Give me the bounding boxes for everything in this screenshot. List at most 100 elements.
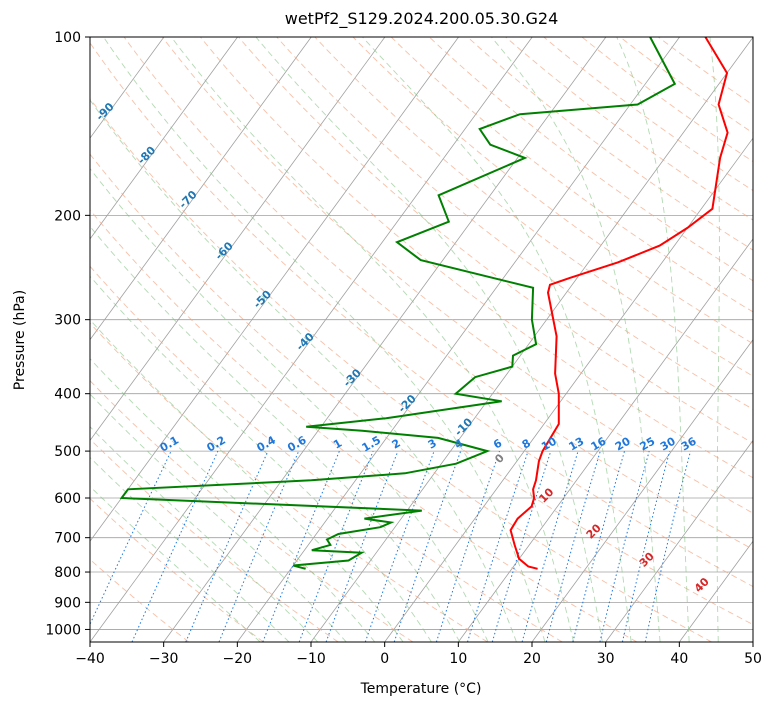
isotherm-label: 0 bbox=[492, 451, 507, 466]
axes: −40 −30 −20 −10 0 10 20 30 40 5010020030040050060… bbox=[45, 30, 762, 667]
x-tick-label: −30 bbox=[149, 651, 179, 667]
dry-adiabat-line bbox=[90, 380, 414, 642]
x-tick-label: 40 bbox=[670, 651, 688, 667]
y-tick-label: 600 bbox=[54, 491, 81, 507]
mixing-ratio-label: 30 bbox=[658, 434, 678, 453]
mixing-ratio-line bbox=[393, 450, 462, 642]
y-tick-label: 900 bbox=[54, 595, 81, 611]
isotherm-line bbox=[384, 137, 753, 642]
mixing-ratio-line bbox=[131, 450, 219, 642]
mixing-ratio-label: 13 bbox=[566, 435, 586, 454]
mixing-ratio-line bbox=[298, 450, 374, 642]
isotherm-line bbox=[605, 439, 753, 642]
dry-adiabat-line bbox=[123, 37, 753, 550]
dry-adiabat-line bbox=[161, 37, 753, 514]
x-tick-label: 50 bbox=[744, 651, 762, 667]
x-tick-label: 30 bbox=[597, 651, 615, 667]
y-tick-label: 100 bbox=[54, 30, 81, 46]
x-tick-label: −10 bbox=[296, 651, 326, 667]
dry-adiabat-line bbox=[467, 37, 753, 251]
isotherm-line bbox=[237, 37, 680, 642]
y-axis-title: Pressure (hPa) bbox=[12, 290, 28, 390]
moist-adiabat-line bbox=[90, 275, 432, 642]
moist-adiabat-line bbox=[362, 37, 632, 642]
y-tick-label: 800 bbox=[54, 565, 81, 581]
dry-adiabat-line bbox=[90, 322, 488, 642]
dry-adiabat-line bbox=[90, 558, 190, 642]
x-tick-label: 10 bbox=[449, 651, 467, 667]
isotherm-label: -20 bbox=[396, 392, 419, 415]
isotherm-label: 10 bbox=[536, 485, 556, 505]
mixing-ratio-line bbox=[599, 450, 650, 642]
moist-adiabat-line bbox=[491, 37, 661, 642]
mixing-ratio-line bbox=[325, 450, 399, 642]
moist-adiabat-line bbox=[709, 37, 720, 642]
moist-adiabat-line bbox=[170, 37, 575, 642]
mixing-ratio-line bbox=[467, 450, 529, 642]
isotherm-label: -50 bbox=[251, 288, 274, 311]
isotherm-line bbox=[752, 641, 753, 642]
moist-adiabat-line bbox=[90, 393, 347, 642]
dewpoint-profile-line bbox=[119, 37, 677, 570]
moist-adiabat-line bbox=[255, 37, 603, 642]
moist-adiabat-line bbox=[616, 37, 690, 642]
y-tick-label: 200 bbox=[54, 208, 81, 224]
mixing-ratio-label: 8 bbox=[520, 437, 533, 452]
y-tick-label: 700 bbox=[54, 531, 81, 547]
data-series bbox=[119, 37, 729, 570]
x-tick-label: 0 bbox=[380, 651, 389, 667]
isotherm-line bbox=[163, 37, 607, 642]
dry-adiabat-line bbox=[90, 265, 563, 642]
mixing-ratio-line bbox=[644, 450, 691, 642]
background-grid bbox=[90, 37, 753, 642]
mixing-ratio-line bbox=[364, 450, 435, 642]
mixing-ratio-line bbox=[491, 450, 552, 642]
isotherm-label: -40 bbox=[294, 330, 317, 353]
moist-adiabat-line bbox=[90, 225, 461, 642]
mixing-ratio-line bbox=[545, 450, 601, 642]
isotherm-label: -70 bbox=[176, 188, 199, 211]
x-axis-title: Temperature (°C) bbox=[360, 681, 482, 697]
dry-adiabat-line bbox=[90, 497, 264, 642]
isotherm-label: -10 bbox=[452, 415, 475, 438]
y-tick-label: 500 bbox=[54, 444, 81, 460]
moist-adiabat-line bbox=[90, 319, 404, 642]
dry-adiabat-line bbox=[90, 42, 753, 588]
mixing-ratio-label: 20 bbox=[613, 434, 633, 453]
mixing-ratio-label: 2 bbox=[390, 437, 403, 452]
x-tick-label: −40 bbox=[75, 651, 105, 667]
mixing-ratio-label: 25 bbox=[638, 435, 658, 454]
dry-adiabat-line bbox=[505, 37, 753, 221]
moist-adiabat-line bbox=[90, 456, 290, 642]
chart-title: wetPf2_S129.2024.200.05.30.G24 bbox=[284, 9, 559, 28]
y-tick-label: 1000 bbox=[45, 622, 81, 638]
moist-adiabat-line bbox=[90, 426, 319, 642]
y-tick-label: 300 bbox=[54, 313, 81, 329]
isotherm-line bbox=[90, 37, 459, 542]
isotherm-label: -30 bbox=[341, 366, 364, 389]
mixing-ratio-label: 16 bbox=[589, 434, 609, 453]
x-tick-label: −20 bbox=[223, 651, 253, 667]
plot-frame bbox=[89, 36, 754, 643]
moist-adiabat-line bbox=[90, 167, 489, 642]
dry-adiabat-line bbox=[90, 209, 638, 642]
dry-adiabat-line bbox=[90, 97, 753, 626]
isotherm-label: -100 bbox=[55, 44, 84, 73]
isotherm-label: -60 bbox=[213, 239, 236, 262]
moist-adiabat-line bbox=[90, 485, 261, 642]
isotherm-line bbox=[458, 238, 753, 642]
dry-adiabat-line bbox=[90, 438, 339, 642]
mixing-ratio-line bbox=[218, 450, 300, 642]
isotherm-line bbox=[90, 37, 533, 642]
isotherm-line bbox=[90, 37, 386, 442]
dry-adiabat-line bbox=[543, 37, 753, 192]
isotherm-line bbox=[90, 37, 238, 240]
temperature-profile-line bbox=[509, 37, 729, 570]
moist-adiabat-line bbox=[90, 99, 517, 642]
moist-adiabat-line bbox=[90, 358, 376, 642]
mixing-ratio-line bbox=[90, 450, 172, 626]
mixing-ratio-line bbox=[435, 450, 500, 642]
mixing-ratio-line bbox=[572, 450, 625, 642]
isotherm-label: 40 bbox=[692, 575, 712, 595]
